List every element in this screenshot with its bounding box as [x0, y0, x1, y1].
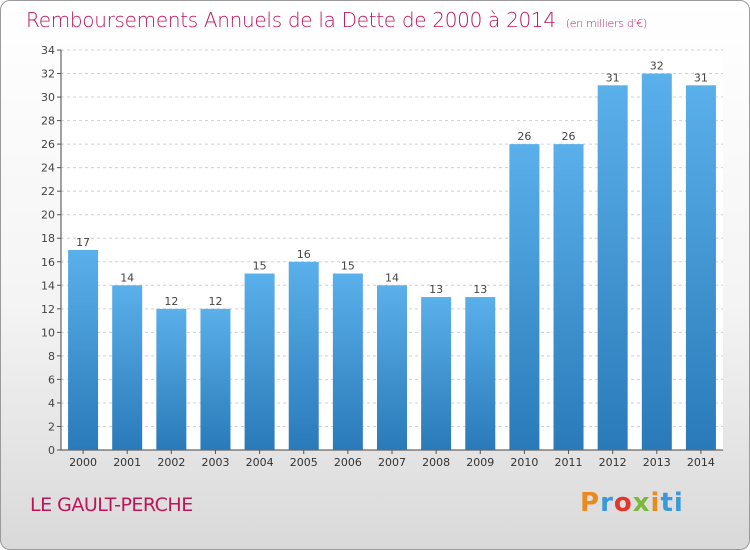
unit-label: (en milliers d'€)	[565, 17, 647, 30]
bar	[332, 273, 363, 450]
data-label: 12	[164, 295, 178, 308]
logo-letter: x	[632, 488, 651, 518]
y-tick-label: 0	[48, 444, 55, 457]
data-label: 12	[208, 295, 222, 308]
bar	[68, 250, 99, 450]
logo-letter: o	[613, 488, 633, 518]
x-tick-label: 2001	[113, 456, 141, 469]
bar	[156, 308, 187, 450]
bar	[685, 85, 716, 450]
bar	[641, 73, 672, 450]
x-tick-label: 2012	[599, 456, 627, 469]
y-tick-label: 26	[41, 138, 55, 151]
data-label: 26	[562, 130, 576, 143]
bar	[112, 285, 143, 450]
bar	[553, 144, 584, 450]
y-tick-label: 28	[41, 115, 55, 128]
y-tick-label: 8	[48, 350, 55, 363]
x-tick-label: 2013	[643, 456, 671, 469]
bar	[421, 297, 452, 450]
x-tick-label: 2004	[246, 456, 274, 469]
y-tick-label: 20	[41, 209, 55, 222]
x-tick-label: 2008	[422, 456, 450, 469]
x-tick-label: 2005	[290, 456, 318, 469]
data-label: 15	[253, 260, 267, 273]
bar	[244, 273, 275, 450]
x-tick-label: 2010	[510, 456, 538, 469]
bar	[200, 308, 231, 450]
y-tick-label: 22	[41, 185, 55, 198]
y-tick-label: 2	[48, 420, 55, 433]
x-tick-label: 2014	[687, 456, 715, 469]
x-tick-label: 2007	[378, 456, 406, 469]
y-tick-label: 6	[48, 373, 55, 386]
logo-letter: ti	[660, 488, 684, 518]
y-tick-label: 18	[41, 232, 55, 245]
data-label: 16	[297, 248, 311, 261]
commune-name: LE GAULT-PERCHE	[30, 494, 193, 516]
y-tick-label: 16	[41, 256, 55, 269]
y-tick-label: 30	[41, 91, 55, 104]
y-tick-label: 32	[41, 68, 55, 81]
x-tick-label: 2002	[157, 456, 185, 469]
bar	[597, 85, 628, 450]
data-label: 13	[473, 283, 487, 296]
x-tick-label: 2000	[69, 456, 97, 469]
chart-title: Remboursements Annuels de la Dette de 20…	[26, 8, 647, 32]
x-tick-label: 2009	[466, 456, 494, 469]
data-label: 32	[650, 60, 664, 73]
data-label: 13	[429, 283, 443, 296]
y-tick-label: 34	[41, 44, 55, 57]
y-tick-label: 4	[48, 397, 55, 410]
data-label: 31	[606, 71, 620, 84]
bar	[288, 261, 319, 450]
logo-letter: P	[580, 488, 601, 518]
proxiti-logo: Proxiti	[580, 488, 684, 518]
chart-title-text: Remboursements Annuels de la Dette de 20…	[26, 8, 556, 32]
x-tick-label: 2006	[334, 456, 362, 469]
data-label: 17	[76, 236, 90, 249]
data-label: 31	[694, 71, 708, 84]
data-label: 14	[385, 271, 399, 284]
bar	[377, 285, 407, 450]
x-tick-label: 2011	[555, 456, 583, 469]
data-label: 26	[517, 130, 531, 143]
y-tick-label: 10	[41, 326, 55, 339]
y-tick-label: 14	[41, 279, 55, 292]
logo-letter: i	[650, 488, 661, 518]
bar	[465, 297, 496, 450]
y-tick-label: 12	[41, 303, 55, 316]
logo-letter: r	[600, 488, 614, 518]
bar	[509, 144, 540, 450]
data-label: 14	[120, 271, 134, 284]
data-label: 15	[341, 260, 355, 273]
x-tick-label: 2003	[201, 456, 229, 469]
y-tick-label: 24	[41, 162, 55, 175]
